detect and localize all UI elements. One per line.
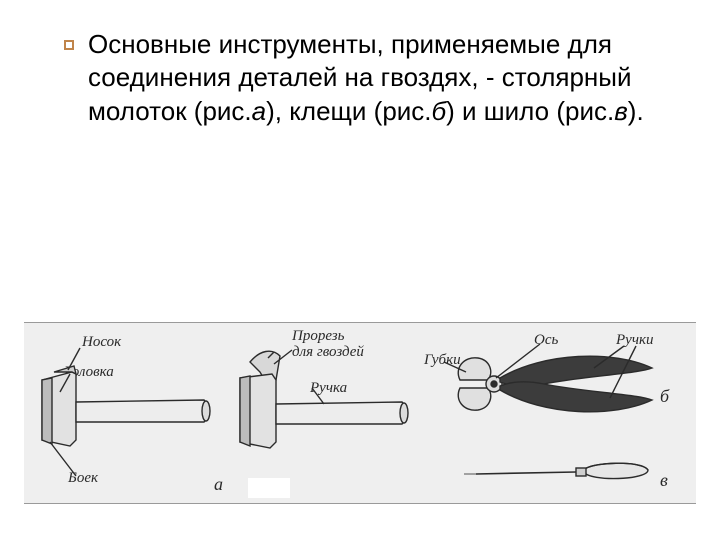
text-run-italic: в — [614, 96, 628, 126]
claw-hammer-icon — [240, 350, 408, 448]
bullet-list-item: Основные инструменты, применяемые для со… — [64, 28, 656, 128]
pincers-icon — [444, 344, 652, 412]
text-run: ), клещи (рис. — [266, 96, 431, 126]
awl-icon — [464, 463, 648, 478]
text-run: ). — [628, 96, 644, 126]
text-run: ) и шило (рис. — [446, 96, 614, 126]
slide: Основные инструменты, применяемые для со… — [0, 0, 720, 540]
figure-drawings — [24, 322, 696, 504]
figure: Носок Головка Боек Прорезь для гвоздей Р… — [24, 322, 696, 504]
text-run-italic: а — [252, 96, 266, 126]
tools-svg — [24, 322, 696, 504]
hammer-a-icon — [42, 348, 210, 476]
text-run-italic: б — [432, 96, 447, 126]
bullet-marker — [64, 40, 74, 50]
body-text: Основные инструменты, применяемые для со… — [88, 28, 656, 128]
